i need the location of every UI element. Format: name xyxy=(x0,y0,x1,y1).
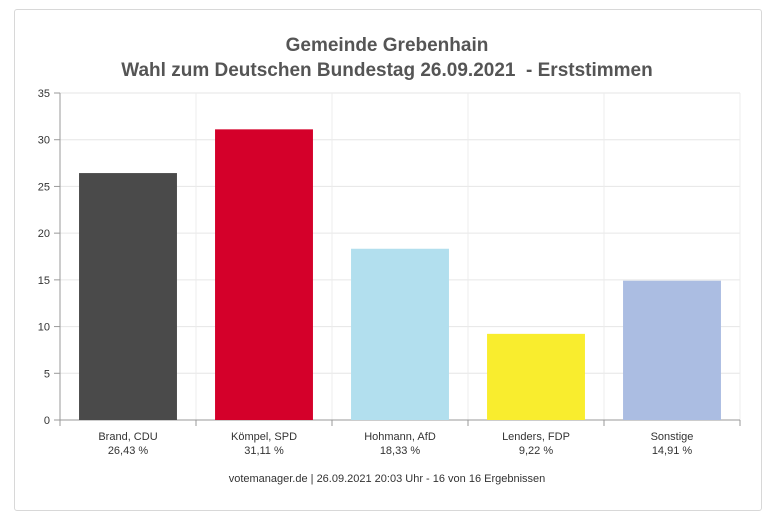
x-tick-label: Brand, CDU xyxy=(98,431,157,443)
data-label: 9,22 % xyxy=(519,445,553,457)
x-tick-label: Hohmann, AfD xyxy=(364,431,436,443)
data-label: 31,11 % xyxy=(244,445,284,457)
chart-title: Gemeinde Grebenhain xyxy=(285,35,489,56)
x-tick-label: Sonstige xyxy=(651,431,694,443)
x-tick-label: Kömpel, SPD xyxy=(231,431,297,443)
y-tick-label: 10 xyxy=(38,322,50,334)
bar xyxy=(215,129,313,420)
bar xyxy=(487,333,585,420)
data-label: 18,33 % xyxy=(380,445,421,457)
bar xyxy=(351,248,449,420)
data-label: 14,91 % xyxy=(652,445,693,457)
y-tick-label: 30 xyxy=(38,135,50,147)
bar xyxy=(79,173,177,420)
data-label: 26,43 % xyxy=(108,445,149,457)
bar xyxy=(623,280,721,420)
y-tick-label: 5 xyxy=(44,368,50,380)
y-tick-label: 15 xyxy=(38,275,50,287)
chart-subtitle: Wahl zum Deutschen Bundestag 26.09.2021 … xyxy=(121,60,653,81)
x-tick-label: Lenders, FDP xyxy=(502,431,570,443)
y-tick-label: 0 xyxy=(44,415,50,427)
y-tick-label: 20 xyxy=(38,228,50,240)
y-tick-label: 35 xyxy=(38,88,50,100)
y-tick-label: 25 xyxy=(38,181,50,193)
chart-footer: votemanager.de | 26.09.2021 20:03 Uhr - … xyxy=(228,473,546,485)
